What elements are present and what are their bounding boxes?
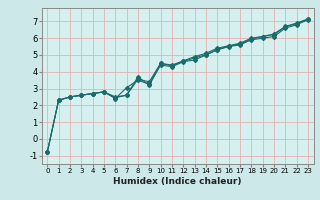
X-axis label: Humidex (Indice chaleur): Humidex (Indice chaleur)	[113, 177, 242, 186]
